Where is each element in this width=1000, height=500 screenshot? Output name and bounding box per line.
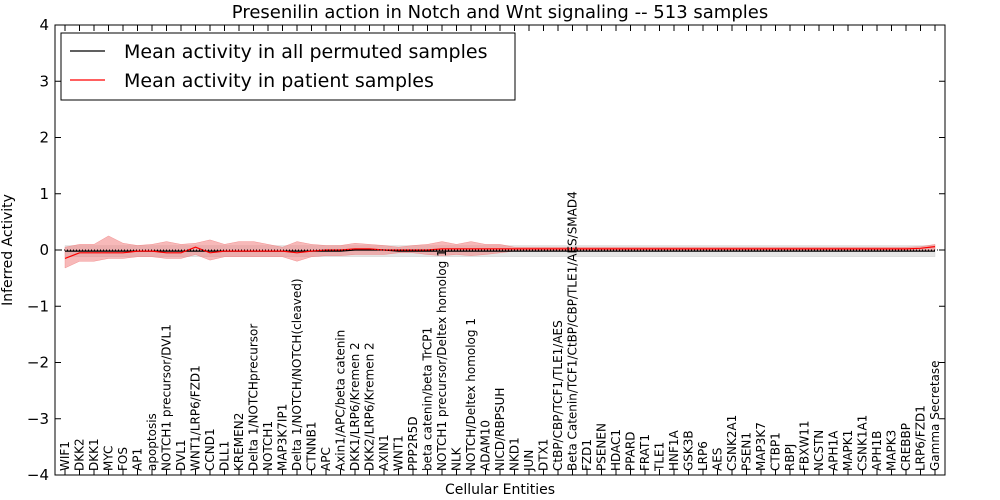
x-tick-label: RBPJ [783, 444, 797, 471]
x-tick-label: APH1A [827, 430, 841, 471]
x-tick-label: Gamma Secretase [928, 360, 942, 471]
series-1-line [65, 249, 935, 252]
x-tick-label: TLE1 [653, 442, 667, 472]
x-tick-label: NOTCH1 precursor/DVL1 [160, 324, 174, 471]
x-tick-label: CtBP/CBP/TCF1/TLE1/AES [551, 320, 565, 471]
x-tick-label: FBXW11 [798, 421, 812, 472]
x-tick-label: WNT1 [392, 435, 406, 471]
x-tick-label: HDAC1 [609, 429, 623, 471]
confidence-bands [64, 235, 936, 269]
legend-box [60, 32, 516, 101]
x-tick-label: CREBBP [899, 423, 913, 471]
x-tick-label: MAPK3 [885, 430, 899, 471]
y-tick-label: −1 [27, 297, 49, 315]
x-tick-label: DLL1 [218, 441, 232, 471]
y-axis-label: Inferred Activity [0, 194, 16, 306]
x-tick-label: apoptosis [145, 413, 159, 471]
x-tick-label: NLK [450, 446, 464, 471]
x-tick-label: CTBP1 [769, 432, 783, 471]
x-tick-label: DKK1/LRP6/Kremen 2 [348, 342, 362, 471]
y-tick-label: 1 [39, 185, 49, 203]
x-tick-label: GSK3B [682, 430, 696, 471]
x-tick-label: LRP6 [696, 441, 710, 471]
x-tick-label: FOS [116, 447, 130, 471]
x-tick-label: MAP3K7IP1 [276, 404, 290, 471]
x-tick-label: APH1B [870, 431, 884, 471]
y-axis-ticks: −4 −3 −2 −1 0 1 2 3 4 [27, 16, 945, 484]
x-tick-label: CSNK2A1 [725, 415, 739, 471]
x-axis-ticks: WIF1 DKK2 DKK1 MYC FOS AP1 apoptosis NOTCH1 pre… [58, 25, 942, 475]
x-tick-label: CCND1 [203, 428, 217, 471]
x-tick-label: Delta 1/NOTCHprecursor [247, 324, 261, 471]
y-tick-label: 3 [39, 72, 49, 90]
chart-title: Presenilin action in Notch and Wnt signa… [232, 2, 768, 23]
y-tick-label: 0 [39, 241, 49, 259]
legend-label: Mean activity in patient samples [124, 70, 434, 92]
x-tick-label: CSNK1A1 [856, 415, 870, 471]
x-tick-label: DVL1 [174, 439, 188, 471]
y-tick-label: −4 [27, 466, 49, 484]
x-tick-label: beta catenin/beta TrCP1 [421, 327, 435, 471]
x-tick-label: WIF1 [58, 441, 72, 471]
x-tick-label: PSEN1 [740, 432, 754, 471]
x-tick-label: DKK2/LRP6/Kremen 2 [363, 342, 377, 471]
x-tick-label: DTX1 [537, 439, 551, 471]
x-tick-label: JUN [522, 450, 536, 472]
series-2-line [64, 246, 936, 259]
x-tick-label: NKD1 [508, 437, 522, 471]
x-tick-label: Delta 1/NOTCH/NOTCH(cleaved) [290, 278, 304, 471]
x-tick-label: HNF1A [667, 429, 681, 471]
x-tick-label: Beta Catenin/TCF1/CtBP/CBP/TLE1/AES/SMAD… [566, 191, 580, 471]
x-tick-label: NOTCH1 [261, 421, 275, 471]
x-tick-label: AXIN1 [377, 434, 391, 471]
x-tick-label: LRP6/FZD1 [914, 405, 928, 471]
x-tick-label: PSENEN [595, 423, 609, 471]
x-tick-label: NICD/RBPSUH [493, 388, 507, 471]
x-tick-label: KREMEN2 [232, 413, 246, 471]
legend-label: Mean activity in all permuted samples [124, 41, 487, 63]
x-tick-label: FZD1 [580, 439, 594, 471]
x-tick-label: PPARD [624, 432, 638, 472]
x-tick-label: MYC [102, 446, 116, 471]
x-tick-label: CTNNB1 [305, 421, 319, 471]
x-tick-label: PPP2R5D [406, 416, 420, 471]
x-tick-label: NOTCH/Deltex homolog 1 [464, 318, 478, 471]
x-tick-label: MAP3K7 [754, 422, 768, 471]
y-tick-label: −2 [27, 354, 49, 372]
x-tick-label: ADAM10 [479, 420, 493, 471]
chart-legend: Mean activity in all permuted samples Mea… [60, 32, 516, 101]
x-tick-label: NOTCH1 precursor/Deltex homolog 1 [435, 249, 449, 471]
x-tick-label: MAPK1 [841, 430, 855, 471]
series-lines [64, 246, 936, 259]
x-tick-label: NCSTN [812, 430, 826, 471]
x-tick-label: DKK2 [73, 438, 87, 471]
y-tick-label: −3 [27, 410, 49, 428]
x-tick-label: AP1 [131, 448, 145, 471]
x-tick-label: AES [711, 448, 725, 471]
x-tick-label: DKK1 [87, 438, 101, 471]
x-tick-label: WNT1/LRP6/FZD1 [189, 365, 203, 471]
x-tick-label: FRAT1 [638, 434, 652, 471]
x-tick-label: Axin1/APC/beta catenin [334, 330, 348, 471]
x-tick-label: APC [319, 447, 333, 471]
y-tick-label: 2 [39, 129, 49, 147]
x-axis-label: Cellular Entities [445, 482, 555, 498]
y-tick-label: 4 [39, 16, 49, 34]
